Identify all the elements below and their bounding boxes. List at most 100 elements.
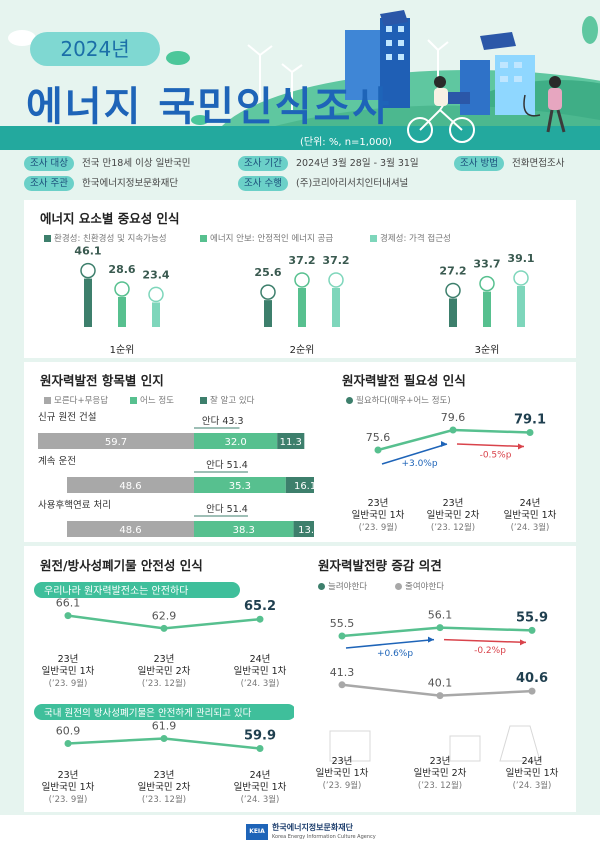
unit-note: (단위: %, n=1,000) (300, 137, 392, 148)
bar-value: 25.6 (254, 266, 281, 279)
arrow-head (428, 636, 434, 643)
x-label-round: 일반국민 1차 (234, 665, 287, 677)
known-label: 안다 51.4 (206, 504, 248, 515)
known-label: 안다 51.4 (206, 460, 248, 471)
decrease-value: 40.1 (428, 677, 453, 690)
hero-illustration (0, 10, 600, 150)
awareness-panel (24, 362, 576, 542)
category-label: 1순위 (110, 343, 135, 356)
bar-1-3 (152, 302, 160, 327)
waste-value: 60.9 (56, 725, 81, 738)
awareness-title: 원자력발전 항목별 인지 (40, 373, 164, 388)
bar-3-3 (517, 285, 525, 327)
importance-chart: 46.1 28.6 23.4 1순위 25.6 37.2 37.2 2순위 27.2 33.7 39… (74, 245, 534, 356)
x-label-date: (’23. 9월) (359, 522, 398, 533)
known-label: 안다 43.3 (202, 416, 244, 427)
x-label-year: 23년 (430, 756, 451, 767)
x-label-round: 일반국민 1차 (316, 767, 369, 779)
row-label: 사용후핵연료 처리 (38, 499, 111, 511)
bar-somewhat (194, 521, 294, 537)
footer: KEIA 한국에너지정보문화재단 Korea Energy Informatio… (0, 815, 600, 849)
exec-value: (주)코리아리서치인터내셔널 (296, 178, 409, 189)
value-unknown: 48.6 (119, 525, 141, 536)
safety-point (256, 615, 264, 623)
bulb-icon (80, 262, 96, 279)
period-tag: 조사 기간 (238, 156, 288, 171)
importance-legend-2: 에너지 안보: 안정적인 에너지 공급 (200, 232, 333, 244)
ribbon-safety-text: 우리나라 원자력발전소는 안전하다 (44, 584, 188, 597)
safety-value: 65.2 (244, 599, 276, 614)
safety-point (160, 624, 168, 632)
awareness-legend-3: 잘 알고 있다 (200, 394, 255, 406)
bulb-icon (148, 286, 164, 303)
x-label-year: 24년 (522, 756, 543, 767)
bar-value: 37.2 (288, 254, 315, 267)
bar-well (285, 477, 314, 493)
increase-value: 55.5 (330, 617, 355, 630)
change-arrow (345, 638, 435, 649)
category-label: 2순위 (290, 343, 315, 356)
host-value: 한국에너지정보문화재단 (82, 178, 179, 189)
arrow-head (520, 639, 526, 646)
increase-point (528, 626, 536, 634)
x-label-year: 23년 (154, 654, 175, 665)
importance-title: 에너지 요소별 중요성 인식 (40, 211, 180, 226)
safety-value: 62.9 (152, 609, 177, 622)
keia-logo: KEIA (246, 824, 268, 840)
ribbon-waste-text: 국내 원전의 방사성폐기물은 안전하게 관리되고 있다 (44, 707, 252, 719)
waste-value: 59.9 (244, 729, 276, 744)
bar-value: 39.1 (507, 252, 534, 265)
survey-info: 조사 대상 전국 만18세 이상 일반국민 조사 기간 2024년 3월 28일… (24, 150, 576, 196)
x-label-round: 일반국민 1차 (504, 509, 557, 521)
hero-banner: 2024년 에너지 국민인식조사 (단위: %, n=1,000) (0, 0, 600, 150)
opinion-legend-1: 늘려야한다 (318, 580, 367, 592)
exec-tag: 조사 수행 (238, 176, 288, 191)
ribbon-safety (34, 582, 240, 598)
decrease-value: 41.3 (330, 666, 355, 679)
value-unknown: 59.7 (105, 437, 127, 448)
bar-3-2 (483, 291, 491, 327)
bar-3-1 (449, 298, 457, 327)
arrow-head (518, 443, 524, 450)
footer-org-en: Korea Energy Information Culture Agency (272, 834, 376, 840)
target-tag: 조사 대상 (24, 156, 74, 171)
bulb-icon (260, 284, 276, 300)
x-label-round: 일반국민 2차 (138, 665, 191, 677)
bar-well (293, 521, 314, 537)
x-label-year: 24년 (250, 654, 271, 665)
change-arrow (456, 443, 525, 448)
x-label-date: (’24. 3월) (511, 522, 550, 533)
necessity-value: 79.1 (514, 413, 546, 428)
necessity-legend: 필요하다(매우+어느 정도) (346, 394, 451, 406)
awareness-chart: 신규 원전 건설 안다 43.359.7 32.0 11.3계속 운전 안다 51.44… (38, 412, 314, 537)
change-arrow (381, 443, 448, 465)
increase-value: 55.9 (516, 610, 548, 625)
x-label-round: 일반국민 1차 (352, 509, 405, 521)
value-well: 11.3 (280, 437, 302, 448)
increase-point (436, 624, 444, 632)
x-label-date: (’23. 12월) (142, 678, 186, 689)
cooling-tower-icon (499, 725, 541, 762)
x-label-date: (’23. 12월) (431, 522, 475, 533)
x-label-year: 23년 (332, 756, 353, 767)
bar-somewhat (194, 477, 286, 493)
change-label: +0.6%p (377, 649, 413, 659)
necessity-value: 75.6 (366, 431, 391, 444)
value-well: 16.1 (294, 481, 314, 492)
bar-somewhat (194, 433, 278, 449)
bar-unknown (38, 433, 194, 449)
bar-well (277, 433, 305, 449)
change-label: -0.5%p (480, 450, 512, 460)
category-label: 3순위 (475, 343, 500, 356)
bar-unknown (67, 477, 194, 493)
decrease-point (338, 681, 346, 689)
bar-value: 28.6 (108, 263, 135, 276)
x-label-date: (’24. 3월) (241, 794, 280, 805)
bulb-icon (513, 270, 529, 286)
decrease-value: 40.6 (516, 671, 548, 686)
decrease-point (436, 692, 444, 700)
x-label-date: (’23. 12월) (142, 794, 186, 805)
bulb-icon (445, 282, 461, 299)
